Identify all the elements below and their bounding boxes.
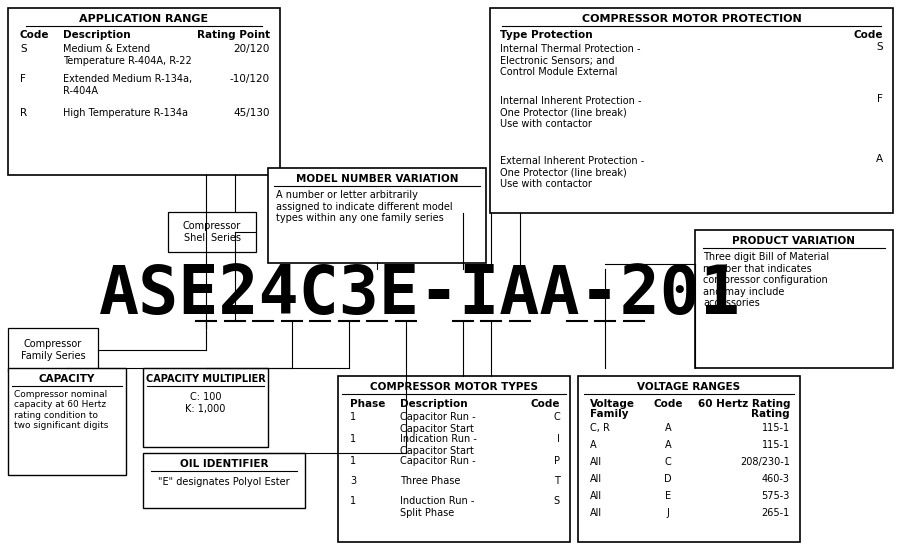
Text: COMPRESSOR MOTOR PROTECTION: COMPRESSOR MOTOR PROTECTION — [581, 14, 801, 24]
Text: Phase: Phase — [350, 399, 385, 409]
Text: All: All — [590, 457, 602, 467]
Text: PRODUCT VARIATION: PRODUCT VARIATION — [733, 236, 856, 246]
Text: Code: Code — [853, 30, 883, 40]
Text: 1: 1 — [350, 496, 356, 506]
Text: CAPACITY MULTIPLIER: CAPACITY MULTIPLIER — [146, 374, 266, 384]
Text: C: 100
K: 1,000: C: 100 K: 1,000 — [185, 392, 226, 414]
Text: A number or letter arbitrarily
assigned to indicate different model
types within: A number or letter arbitrarily assigned … — [276, 190, 453, 223]
Text: All: All — [590, 474, 602, 484]
Text: Code: Code — [20, 30, 50, 40]
Text: Code: Code — [530, 399, 560, 409]
Text: 115-1: 115-1 — [762, 423, 790, 433]
Text: Rating: Rating — [752, 409, 790, 419]
Text: C: C — [554, 412, 560, 422]
Text: S: S — [20, 44, 27, 54]
Text: T: T — [554, 476, 560, 486]
Text: 3: 3 — [350, 476, 356, 486]
Text: 60 Hertz Rating: 60 Hertz Rating — [698, 399, 790, 409]
Text: All: All — [590, 491, 602, 501]
Text: 1: 1 — [350, 456, 356, 466]
Text: COMPRESSOR MOTOR TYPES: COMPRESSOR MOTOR TYPES — [370, 382, 538, 392]
Text: Internal Thermal Protection -
Electronic Sensors; and
Control Module External: Internal Thermal Protection - Electronic… — [500, 44, 641, 77]
Text: Type Protection: Type Protection — [500, 30, 592, 40]
Text: Code: Code — [653, 399, 683, 409]
Text: 45/130: 45/130 — [233, 108, 270, 118]
Text: Induction Run -
Split Phase: Induction Run - Split Phase — [400, 496, 474, 518]
Bar — [8, 8, 280, 175]
Text: Description: Description — [400, 399, 468, 409]
Text: 1: 1 — [350, 434, 356, 444]
Text: D: D — [664, 474, 671, 484]
Text: External Inherent Protection -
One Protector (line break)
Use with contactor: External Inherent Protection - One Prote… — [500, 156, 644, 189]
Text: A: A — [665, 440, 671, 450]
Text: ASE24C3E-IAA-201: ASE24C3E-IAA-201 — [99, 262, 741, 328]
Bar — [695, 230, 893, 368]
Text: Capacitor Run -
Capacitor Start: Capacitor Run - Capacitor Start — [400, 412, 475, 433]
Text: -10/120: -10/120 — [230, 74, 270, 84]
Text: 265-1: 265-1 — [761, 508, 790, 518]
Text: F: F — [20, 74, 26, 84]
Text: All: All — [590, 508, 602, 518]
Bar — [143, 368, 268, 447]
Text: E: E — [665, 491, 671, 501]
Text: Voltage: Voltage — [590, 399, 635, 409]
Text: High Temperature R-134a: High Temperature R-134a — [63, 108, 188, 118]
Text: R: R — [20, 108, 27, 118]
Text: Indication Run -
Capacitor Start: Indication Run - Capacitor Start — [400, 434, 477, 455]
Text: Rating Point: Rating Point — [197, 30, 270, 40]
Text: P: P — [554, 456, 560, 466]
Text: S: S — [877, 42, 883, 52]
Text: Compressor nominal
capacity at 60 Hertz
rating condition to
two significant digi: Compressor nominal capacity at 60 Hertz … — [14, 390, 108, 430]
Text: Three Phase: Three Phase — [400, 476, 461, 486]
Text: 575-3: 575-3 — [761, 491, 790, 501]
Text: I: I — [557, 434, 560, 444]
Text: MODEL NUMBER VARIATION: MODEL NUMBER VARIATION — [296, 174, 458, 184]
Text: Family: Family — [590, 409, 628, 419]
Text: Compressor
Family Series: Compressor Family Series — [21, 339, 86, 361]
Bar — [143, 453, 305, 508]
Text: Compressor
Shell Series: Compressor Shell Series — [183, 221, 241, 243]
Bar — [338, 376, 570, 542]
Text: J: J — [667, 508, 670, 518]
Text: Description: Description — [63, 30, 130, 40]
Text: 20/120: 20/120 — [234, 44, 270, 54]
Text: Medium & Extend
Temperature R-404A, R-22: Medium & Extend Temperature R-404A, R-22 — [63, 44, 192, 65]
Text: S: S — [554, 496, 560, 506]
Text: C: C — [664, 457, 671, 467]
Text: A: A — [665, 423, 671, 433]
Text: Capacitor Run -: Capacitor Run - — [400, 456, 475, 466]
Text: Extended Medium R-134a,
R-404A: Extended Medium R-134a, R-404A — [63, 74, 192, 96]
Text: A: A — [876, 154, 883, 164]
Text: VOLTAGE RANGES: VOLTAGE RANGES — [637, 382, 741, 392]
Bar — [168, 212, 256, 252]
Text: APPLICATION RANGE: APPLICATION RANGE — [79, 14, 209, 24]
Text: CAPACITY: CAPACITY — [39, 374, 95, 384]
Text: Internal Inherent Protection -
One Protector (line break)
Use with contactor: Internal Inherent Protection - One Prote… — [500, 96, 642, 129]
Bar — [8, 368, 126, 475]
Bar — [268, 168, 486, 263]
Bar — [578, 376, 800, 542]
Bar — [8, 328, 98, 372]
Text: Three digit Bill of Material
number that indicates
compressor configuration
and : Three digit Bill of Material number that… — [703, 252, 829, 309]
Text: OIL IDENTIFIER: OIL IDENTIFIER — [180, 459, 268, 469]
Text: A: A — [590, 440, 597, 450]
Text: "E" designates Polyol Ester: "E" designates Polyol Ester — [158, 477, 290, 487]
Text: 460-3: 460-3 — [762, 474, 790, 484]
Text: C, R: C, R — [590, 423, 610, 433]
Text: 208/230-1: 208/230-1 — [740, 457, 790, 467]
Text: F: F — [878, 94, 883, 104]
Text: 1: 1 — [350, 412, 356, 422]
Bar — [490, 8, 893, 213]
Text: 115-1: 115-1 — [762, 440, 790, 450]
